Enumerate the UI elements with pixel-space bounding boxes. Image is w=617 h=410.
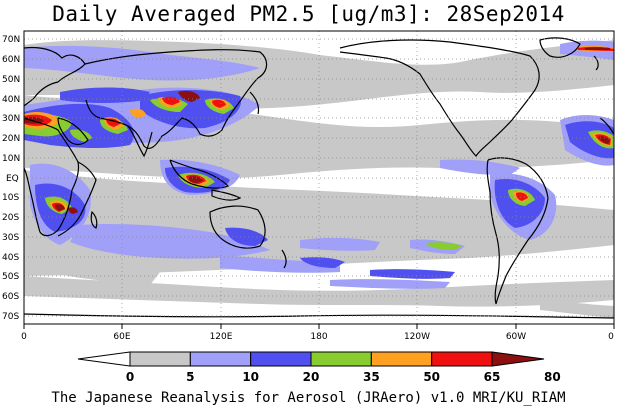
footer-credit: The Japanese Reanalysis for Aerosol (JRA…	[51, 390, 566, 406]
colorbar-segment	[189, 351, 252, 367]
level-80-plus	[24, 47, 610, 214]
colorbar-label: 50	[423, 370, 440, 384]
longitude-labels: 0 60E 120E 180 120W 60W 0	[21, 332, 614, 342]
lat-label: 10N	[2, 154, 20, 164]
colorbar-labels: 0 5 10 20 35 50 65 80	[126, 370, 561, 384]
colorbar-label: 80	[544, 370, 561, 384]
lat-label: 50N	[2, 75, 20, 85]
lat-label: EQ	[6, 174, 19, 184]
lat-label: 10S	[2, 193, 19, 203]
lon-label: 0	[21, 332, 27, 342]
lat-label: 60S	[2, 292, 19, 302]
lat-label: 50S	[2, 272, 19, 282]
lat-label: 60N	[2, 55, 20, 65]
lat-label: 40N	[2, 95, 20, 105]
lat-label: 30S	[2, 233, 19, 243]
colorbar-segment	[250, 351, 312, 367]
colorbar-label: 20	[303, 370, 320, 384]
colorbar-segment	[77, 351, 131, 367]
latitude-labels: 70N 60N 50N 40N 30N 20N 10N EQ 10S 20S 3…	[2, 35, 20, 322]
colorbar-segment	[431, 351, 493, 367]
lon-label: 0	[608, 332, 614, 342]
lat-label: 20S	[2, 213, 19, 223]
colorbar	[77, 351, 545, 367]
colorbar-label: 65	[484, 370, 501, 384]
colorbar-label: 0	[126, 370, 134, 384]
colorbar-segment	[370, 351, 433, 367]
axis-ticks	[23, 324, 615, 329]
lon-label: 180	[310, 332, 327, 342]
lat-label: 20N	[2, 134, 20, 144]
lat-label: 70N	[2, 35, 20, 45]
lon-label: 60E	[113, 332, 130, 342]
map-title: Daily Averaged PM2.5 [ug/m3]: 28Sep2014	[52, 2, 565, 26]
lat-label: 70S	[2, 312, 19, 322]
colorbar-segment	[491, 351, 545, 367]
colorbar-label: 5	[186, 370, 194, 384]
lat-label: 30N	[2, 114, 20, 124]
gridlines	[24, 31, 614, 324]
lon-label: 120E	[210, 332, 233, 342]
colorbar-label: 35	[363, 370, 380, 384]
lat-label: 40S	[2, 253, 19, 263]
lon-label: 60W	[506, 332, 526, 342]
lon-label: 120W	[404, 332, 430, 342]
colorbar-segment	[129, 351, 191, 367]
colorbar-label: 10	[242, 370, 259, 384]
colorbar-segment	[310, 351, 372, 367]
